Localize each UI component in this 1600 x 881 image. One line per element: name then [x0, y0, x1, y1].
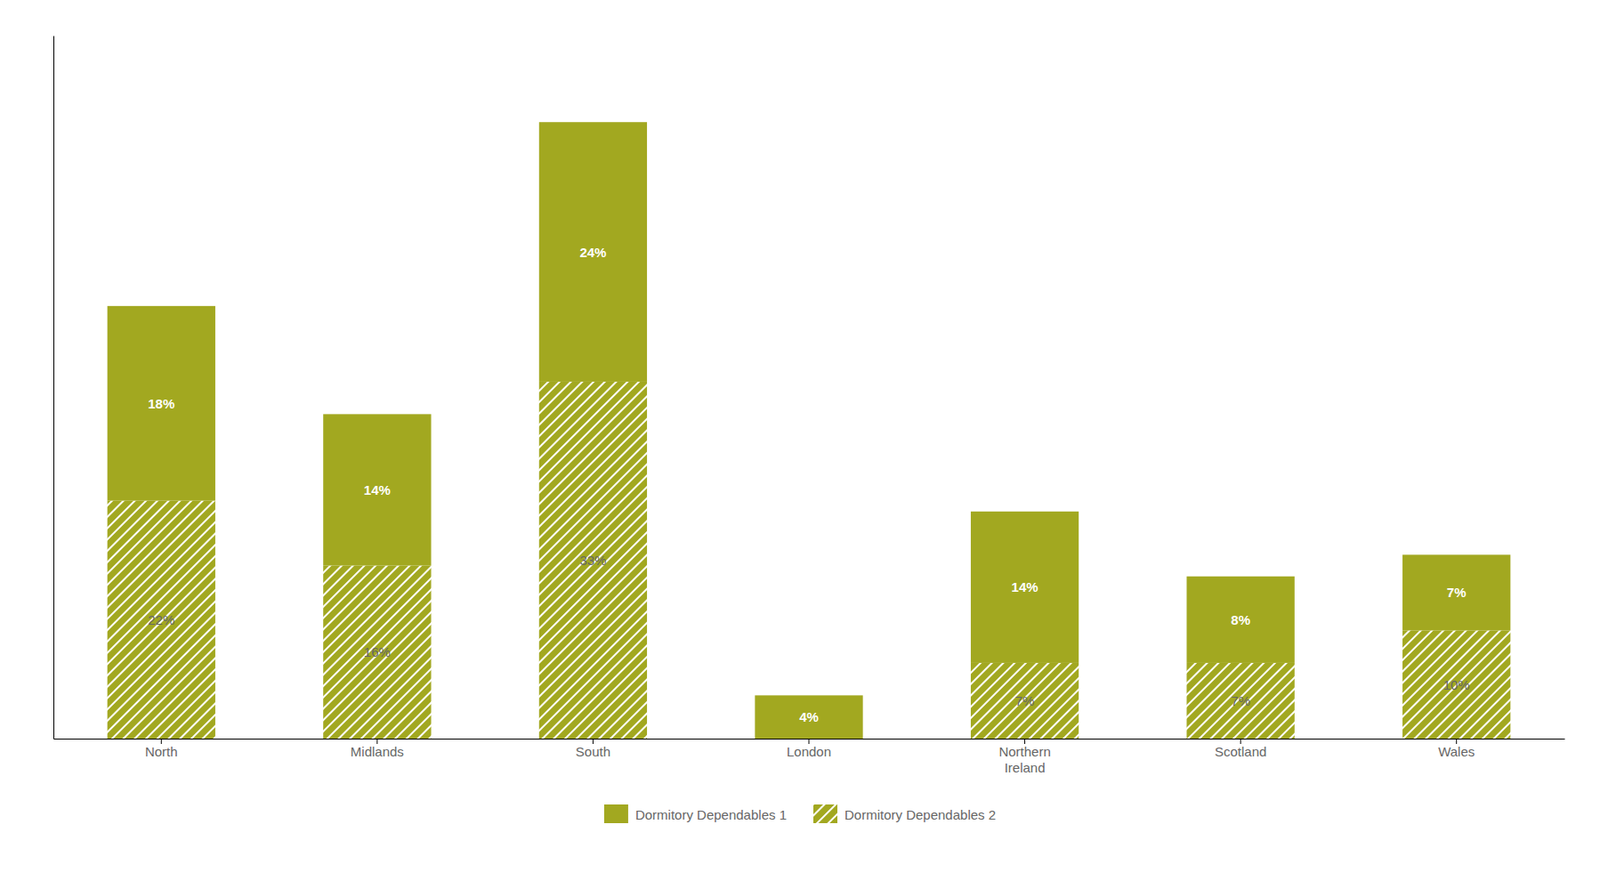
x-tick: London: [786, 738, 832, 760]
x-tick: South: [575, 738, 611, 760]
x-tick-label: Wales: [1438, 743, 1475, 760]
data-label: 22%: [147, 612, 175, 628]
data-labels: 22% 16% 33% 7% 7% 10% 18% 14% 24% 4% 14% 8% 7%: [147, 244, 1470, 726]
data-label: 7%: [1230, 693, 1251, 709]
y-axis: [53, 36, 55, 740]
x-tick-label-line: North: [145, 743, 178, 760]
x-tick-label-line: South: [575, 743, 611, 760]
x-tick: Scotland: [1214, 738, 1267, 760]
bar: [754, 694, 863, 739]
bar: [1187, 662, 1295, 739]
x-tick-label-line: Wales: [1438, 743, 1475, 760]
data-label: 33%: [579, 552, 607, 568]
legend-swatch: [604, 804, 629, 824]
x-tick-label-line: London: [786, 743, 832, 760]
data-label: 7%: [1446, 584, 1467, 600]
x-axis: North Midlands South London NorthernIreland S…: [54, 738, 1566, 776]
bar: [1402, 554, 1511, 631]
x-tick-label-line: Northern: [998, 743, 1051, 760]
bar-series: [107, 121, 1512, 739]
x-tick-label: NorthernIreland: [998, 743, 1051, 776]
legend: Dormitory Dependables 1 Dormitory Dependa…: [604, 804, 996, 824]
x-tick-label-line: Midlands: [350, 743, 405, 760]
bar-series: [107, 381, 1512, 739]
data-label: 10%: [1443, 677, 1471, 693]
bar: [539, 121, 647, 382]
bar: [970, 662, 1079, 739]
x-tick-label: Scotland: [1214, 743, 1267, 760]
bar: [323, 413, 431, 566]
x-tick-label: Midlands: [350, 743, 405, 760]
data-label: 4%: [799, 709, 819, 725]
chart: 22% 16% 33% 7% 7% 10% 18% 14% 24% 4% 14% 8% 7% North M…: [0, 0, 1600, 881]
data-label: 24%: [579, 244, 607, 260]
data-label: 7%: [1015, 693, 1035, 709]
data-label: 8%: [1230, 612, 1251, 628]
x-tick-label: London: [786, 743, 832, 760]
legend-item: Dormitory Dependables 2: [813, 804, 996, 824]
x-tick-label-line: Ireland: [1004, 759, 1046, 776]
x-tick-label: North: [145, 743, 178, 760]
bar: [539, 381, 647, 739]
legend-label: Dormitory Dependables 2: [844, 807, 996, 823]
legend-label: Dormitory Dependables 1: [635, 807, 787, 823]
bar: [107, 306, 216, 502]
x-tick: NorthernIreland: [998, 738, 1051, 776]
data-label: 18%: [147, 395, 175, 412]
bar: [1402, 630, 1511, 739]
legend-item: Dormitory Dependables 1: [604, 804, 787, 824]
bar: [107, 501, 216, 739]
data-label: 14%: [363, 482, 391, 498]
x-tick: Midlands: [350, 738, 405, 760]
bar: [970, 511, 1079, 663]
data-label: 16%: [363, 644, 391, 660]
x-tick-label-line: Scotland: [1214, 743, 1267, 760]
data-label: 14%: [1011, 579, 1039, 595]
x-tick-label: South: [575, 743, 611, 760]
x-tick: Wales: [1438, 738, 1475, 760]
legend-swatch: [813, 804, 838, 824]
x-tick: North: [145, 738, 178, 760]
bar: [323, 565, 431, 739]
bar: [1187, 576, 1295, 663]
bars: [107, 121, 1512, 739]
y-axis-line: [53, 36, 55, 740]
